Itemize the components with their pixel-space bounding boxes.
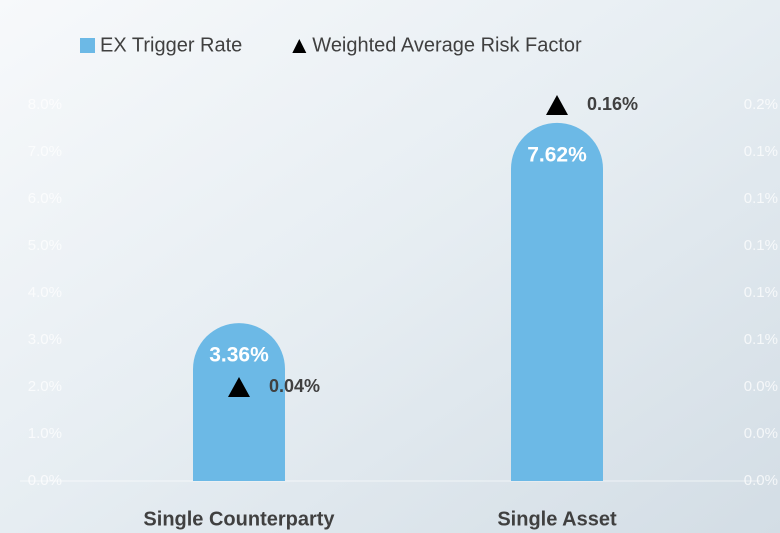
y2-tick-label: 0.0% xyxy=(744,472,778,489)
bar-value-label: 3.36% xyxy=(209,344,269,367)
y2-tick-label: 0.0% xyxy=(744,425,778,442)
bar-value-label: 7.62% xyxy=(527,143,587,166)
marker-value-label: 0.16% xyxy=(587,94,638,114)
y-tick-label: 5.0% xyxy=(28,237,62,254)
y-tick-label: 3.0% xyxy=(28,331,62,348)
chart: 0.0% 1.0% 2.0% 3.0% 4.0% 5.0% 6.0% 7.0% 8.0% 0.0%… xyxy=(0,0,780,533)
y-tick-label: 8.0% xyxy=(28,96,62,113)
background xyxy=(0,0,780,533)
legend-label: EX Trigger Rate xyxy=(100,34,242,56)
y-tick-label: 4.0% xyxy=(28,284,62,301)
y-tick-label: 2.0% xyxy=(28,378,62,395)
y-tick-label: 0.0% xyxy=(28,472,62,489)
y2-tick-label: 0.1% xyxy=(744,331,778,348)
y-tick-label: 6.0% xyxy=(28,190,62,207)
y2-tick-label: 0.1% xyxy=(744,143,778,160)
y-tick-label: 7.0% xyxy=(28,143,62,160)
y-tick-label: 1.0% xyxy=(28,425,62,442)
page: {"chart_data": {"type": "bar", "categori… xyxy=(0,0,780,533)
legend-swatch xyxy=(80,38,95,53)
x-tick-label: Single Counterparty xyxy=(143,508,335,530)
marker-value-label: 0.04% xyxy=(269,376,320,396)
y2-tick-label: 0.1% xyxy=(744,284,778,301)
y2-tick-label: 0.2% xyxy=(744,96,778,113)
bar xyxy=(511,123,603,481)
legend-label: Weighted Average Risk Factor xyxy=(312,34,582,56)
x-tick-label: Single Asset xyxy=(497,508,617,530)
y2-tick-label: 0.0% xyxy=(744,378,778,395)
y2-tick-label: 0.1% xyxy=(744,237,778,254)
y2-tick-label: 0.1% xyxy=(744,190,778,207)
